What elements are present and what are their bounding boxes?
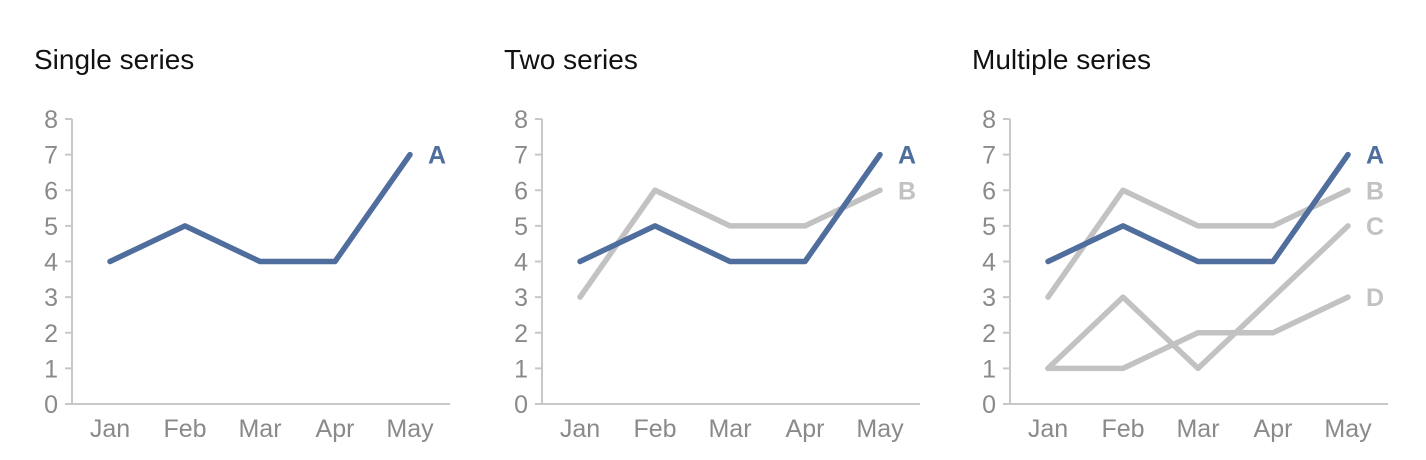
y-tick-label: 1 bbox=[982, 355, 996, 383]
chart-title: Two series bbox=[504, 44, 638, 75]
y-tick-label: 2 bbox=[982, 320, 996, 348]
y-tick-label: 4 bbox=[44, 249, 58, 277]
y-tick-label: 5 bbox=[514, 213, 528, 241]
line-chart-two-series: 0 1 2 3 4 5 6 7 8 Jan Feb Mar Apr May BA bbox=[514, 106, 920, 443]
x-tick-label: Jan bbox=[90, 415, 130, 443]
y-tick-label: 0 bbox=[982, 391, 996, 419]
chart-title: Multiple series bbox=[972, 44, 1151, 75]
y-tick-label: 5 bbox=[44, 213, 58, 241]
series-label-d: D bbox=[1366, 284, 1384, 312]
series-line-b bbox=[577, 187, 883, 300]
x-tick-label: May bbox=[1324, 415, 1372, 443]
x-tick-label: Mar bbox=[708, 415, 751, 443]
y-tick-label: 0 bbox=[514, 391, 528, 419]
x-tick-label: Apr bbox=[316, 415, 355, 443]
y-tick-label: 3 bbox=[514, 284, 528, 312]
series-line-a bbox=[1045, 151, 1351, 265]
x-tick-label: May bbox=[856, 415, 904, 443]
y-tick-label: 6 bbox=[44, 177, 58, 205]
chart-panel-multiple-series: Multiple series 0 1 2 3 4 5 6 7 8 Jan Feb Mar Apr May… bbox=[938, 0, 1408, 460]
y-tick-label: 2 bbox=[44, 320, 58, 348]
y-tick-label: 1 bbox=[514, 355, 528, 383]
y-tick-label: 3 bbox=[982, 284, 996, 312]
y-tick-label: 4 bbox=[982, 249, 996, 277]
x-tick-label: Apr bbox=[786, 415, 825, 443]
series-label-a: A bbox=[428, 142, 446, 170]
series-line-a bbox=[577, 151, 883, 265]
y-tick-label: 7 bbox=[514, 142, 528, 170]
y-tick-label: 3 bbox=[44, 284, 58, 312]
x-tick-label: Jan bbox=[560, 415, 600, 443]
x-tick-label: Jan bbox=[1028, 415, 1068, 443]
series-line-a bbox=[107, 151, 413, 265]
series-line-c bbox=[1045, 223, 1351, 372]
chart-panel-single-series: Single series 0 1 2 3 4 5 6 7 8 Jan Feb Mar Apr May A bbox=[0, 0, 460, 460]
line-chart-multiple-series: 0 1 2 3 4 5 6 7 8 Jan Feb Mar Apr May BC D A bbox=[982, 106, 1388, 443]
y-tick-label: 8 bbox=[514, 106, 528, 134]
y-tick-label: 7 bbox=[982, 142, 996, 170]
x-tick-label: May bbox=[386, 415, 434, 443]
y-tick-label: 8 bbox=[44, 106, 58, 134]
series-label-b: B bbox=[1366, 177, 1384, 205]
series-label-c: C bbox=[1366, 213, 1384, 241]
series-label-a: A bbox=[898, 142, 916, 170]
series-line-d bbox=[1045, 294, 1351, 372]
x-tick-label: Mar bbox=[238, 415, 281, 443]
x-tick-label: Apr bbox=[1254, 415, 1293, 443]
series-label-a: A bbox=[1366, 142, 1384, 170]
series-line-b bbox=[1045, 187, 1351, 300]
y-tick-label: 2 bbox=[514, 320, 528, 348]
x-tick-label: Feb bbox=[1101, 415, 1144, 443]
chart-panel-two-series: Two series 0 1 2 3 4 5 6 7 8 Jan Feb Mar Apr May B A bbox=[470, 0, 930, 460]
x-tick-label: Feb bbox=[633, 415, 676, 443]
y-tick-label: 1 bbox=[44, 355, 58, 383]
line-chart-single-series: 0 1 2 3 4 5 6 7 8 Jan Feb Mar Apr May A bbox=[44, 106, 450, 443]
y-tick-label: 6 bbox=[514, 177, 528, 205]
y-tick-label: 0 bbox=[44, 391, 58, 419]
y-tick-label: 8 bbox=[982, 106, 996, 134]
series-label-b: B bbox=[898, 177, 916, 205]
y-tick-label: 6 bbox=[982, 177, 996, 205]
chart-title: Single series bbox=[34, 44, 195, 75]
y-tick-label: 4 bbox=[514, 249, 528, 277]
y-tick-label: 5 bbox=[982, 213, 996, 241]
x-tick-label: Mar bbox=[1176, 415, 1219, 443]
y-tick-label: 7 bbox=[44, 142, 58, 170]
x-tick-label: Feb bbox=[163, 415, 206, 443]
